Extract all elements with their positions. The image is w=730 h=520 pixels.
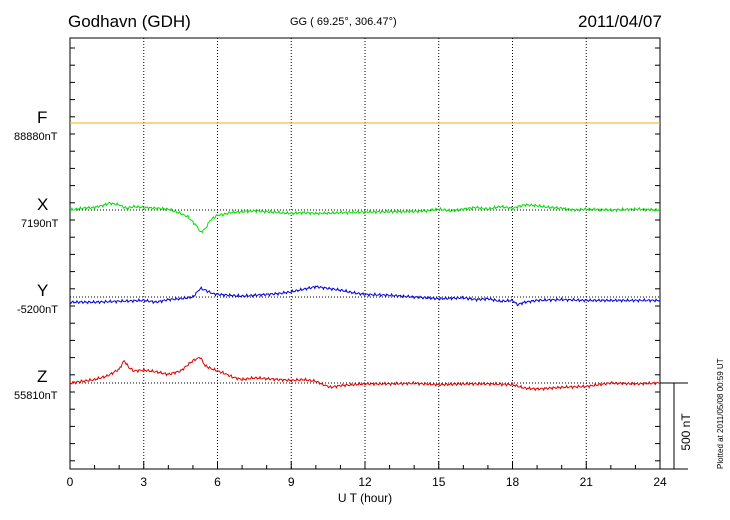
station-title: Godhavn (GDH) bbox=[68, 12, 191, 31]
channel-f-name: F bbox=[37, 108, 48, 127]
channel-y-baseline: -5200nT bbox=[17, 304, 58, 316]
tick-label-x: 3 bbox=[140, 475, 147, 489]
channel-x-baseline: 7190nT bbox=[21, 218, 59, 230]
series-y-line bbox=[69, 285, 661, 307]
channel-z-name: Z bbox=[37, 367, 48, 386]
tick-label-x: 9 bbox=[288, 475, 295, 489]
channel-y-name: Y bbox=[37, 281, 49, 300]
geographic-coordinates: GG ( 69.25°, 306.47°) bbox=[290, 16, 397, 28]
channel-x-name: X bbox=[37, 195, 49, 214]
tick-label-x: 12 bbox=[358, 475, 372, 489]
channel-f-baseline: 88880nT bbox=[14, 131, 58, 143]
tick-label-x: 6 bbox=[214, 475, 221, 489]
tick-label-x: 15 bbox=[432, 475, 446, 489]
scale-bar-label: 500 nT bbox=[679, 413, 693, 451]
series-z-line bbox=[69, 356, 661, 392]
tick-label-x: 24 bbox=[653, 475, 667, 489]
x-axis-label: U T (hour) bbox=[338, 491, 392, 505]
tick-label-x: 0 bbox=[67, 475, 74, 489]
series-x-line bbox=[69, 201, 661, 234]
channel-z-baseline: 55810nT bbox=[14, 390, 58, 402]
tick-label-x: 18 bbox=[506, 475, 520, 489]
date-label: 2011/04/07 bbox=[578, 12, 662, 31]
tick-label-x: 21 bbox=[580, 475, 594, 489]
